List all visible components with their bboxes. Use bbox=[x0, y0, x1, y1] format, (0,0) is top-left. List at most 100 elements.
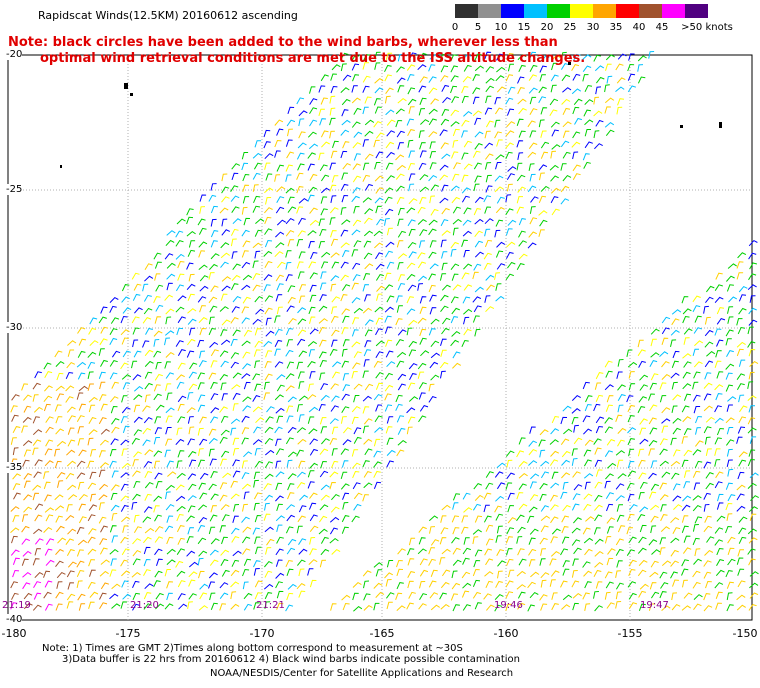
wind-barb bbox=[439, 361, 449, 369]
wind-barb bbox=[474, 175, 482, 183]
wind-barb bbox=[726, 581, 734, 589]
wind-barb bbox=[615, 414, 623, 422]
wind-barb bbox=[134, 307, 143, 314]
wind-barb bbox=[353, 107, 362, 115]
wind-barb bbox=[276, 384, 285, 392]
wind-barb bbox=[319, 118, 327, 126]
wind-barb bbox=[34, 503, 44, 511]
wind-barb bbox=[584, 581, 592, 589]
wind-barb bbox=[373, 393, 383, 401]
wind-barb bbox=[288, 317, 297, 325]
wind-barb bbox=[351, 85, 358, 93]
wind-barb bbox=[287, 128, 293, 137]
wind-barb bbox=[175, 253, 185, 260]
wind-barb bbox=[637, 406, 646, 414]
wind-barb bbox=[595, 394, 604, 403]
wind-barb bbox=[221, 514, 230, 522]
wind-barb bbox=[428, 580, 437, 588]
wind-barb bbox=[704, 549, 714, 556]
wind-barb bbox=[319, 339, 327, 347]
wind-barb bbox=[133, 480, 141, 489]
wind-barb bbox=[385, 339, 393, 347]
wind-barb bbox=[252, 439, 263, 445]
wind-barb bbox=[617, 359, 624, 367]
wind-barb bbox=[540, 548, 547, 556]
wind-barb bbox=[220, 293, 228, 301]
wind-barb bbox=[639, 583, 649, 590]
wind-barb bbox=[606, 526, 614, 534]
wind-barb bbox=[298, 118, 305, 127]
wind-barb bbox=[462, 492, 471, 500]
wind-barb bbox=[604, 360, 613, 368]
wind-barb bbox=[87, 351, 97, 358]
wind-barb bbox=[517, 548, 525, 556]
wind-barb bbox=[197, 537, 207, 545]
wind-barb bbox=[661, 407, 671, 414]
wind-barb bbox=[485, 580, 493, 589]
wind-barb bbox=[693, 482, 701, 490]
wind-barb bbox=[429, 195, 436, 204]
wind-barb bbox=[43, 526, 53, 533]
wind-barb bbox=[672, 495, 682, 502]
wind-barb bbox=[308, 502, 317, 510]
wind-barb bbox=[441, 569, 451, 577]
wind-barb bbox=[176, 218, 186, 225]
wind-barb bbox=[362, 570, 372, 577]
wind-barb bbox=[738, 285, 748, 293]
wind-barb bbox=[593, 54, 602, 62]
wind-barb bbox=[452, 527, 460, 535]
wind-barb bbox=[615, 63, 624, 71]
wind-barb bbox=[682, 353, 692, 359]
wind-barb bbox=[98, 371, 106, 379]
wind-barb bbox=[132, 538, 142, 545]
wind-barb bbox=[463, 64, 472, 72]
wind-barb bbox=[749, 592, 759, 599]
wind-barb bbox=[461, 339, 469, 348]
wind-barb bbox=[340, 129, 350, 136]
wind-barb bbox=[573, 437, 583, 445]
wind-barb bbox=[738, 416, 747, 424]
wind-barb bbox=[440, 349, 447, 358]
wind-barb bbox=[384, 284, 394, 291]
wind-barb bbox=[330, 506, 340, 513]
wind-barb bbox=[34, 459, 43, 466]
wind-barb bbox=[748, 506, 758, 513]
wind-barb bbox=[309, 294, 317, 303]
wind-barb bbox=[505, 251, 514, 259]
wind-barb bbox=[463, 308, 473, 315]
wind-barb bbox=[408, 52, 417, 60]
wind-barb bbox=[737, 252, 747, 259]
wind-barb bbox=[340, 87, 350, 93]
island bbox=[130, 93, 133, 96]
wind-barb bbox=[209, 416, 219, 424]
wind-barb bbox=[671, 318, 680, 326]
wind-barb bbox=[76, 526, 85, 535]
wind-barb bbox=[408, 396, 419, 402]
wind-barb bbox=[296, 471, 306, 478]
wind-barb bbox=[484, 239, 493, 248]
wind-barb bbox=[341, 526, 349, 534]
wind-barb bbox=[43, 570, 51, 578]
wind-barb bbox=[274, 339, 283, 348]
wind-barb bbox=[153, 495, 163, 502]
wind-barb bbox=[607, 548, 616, 555]
wind-barb bbox=[318, 515, 328, 523]
wind-barb bbox=[56, 372, 64, 381]
wind-barb bbox=[395, 339, 404, 346]
wind-barb bbox=[298, 460, 306, 468]
wind-barb bbox=[296, 172, 304, 180]
wind-barb bbox=[100, 326, 109, 334]
wind-barb bbox=[34, 371, 42, 379]
wind-barb bbox=[528, 231, 538, 238]
wind-barb bbox=[100, 359, 108, 367]
wind-barb bbox=[76, 569, 85, 578]
wind-barb bbox=[727, 536, 736, 544]
wind-barb bbox=[286, 514, 295, 522]
wind-barb bbox=[77, 372, 86, 380]
wind-barb bbox=[385, 52, 393, 61]
wind-barb bbox=[452, 227, 459, 236]
wind-barb bbox=[715, 350, 722, 358]
wind-barb bbox=[331, 339, 338, 347]
wind-barb bbox=[430, 374, 440, 381]
wind-barb bbox=[376, 285, 386, 292]
